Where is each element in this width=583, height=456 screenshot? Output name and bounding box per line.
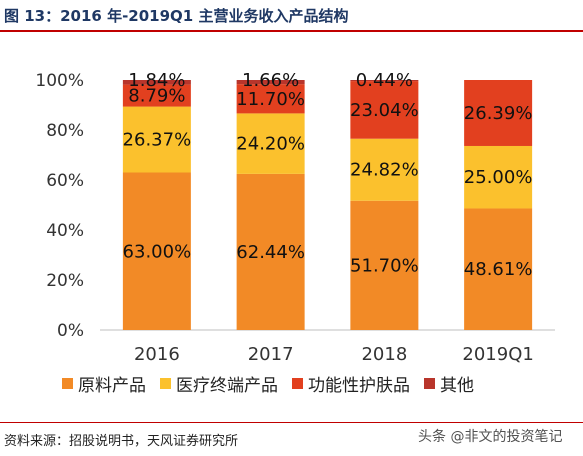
bar-segment-3-1 — [464, 145, 533, 209]
data-label: 8.79% — [128, 86, 185, 107]
bar-segment-2-1 — [350, 138, 419, 201]
legend-item: 功能性护肤品 — [292, 371, 410, 396]
y-tick-label: 100% — [35, 71, 84, 91]
legend-swatch — [424, 377, 435, 389]
legend-swatch — [292, 377, 303, 389]
legend-item: 其他 — [424, 371, 474, 396]
bar-segment-2-3 — [350, 80, 419, 82]
source-note: 资料来源：招股说明书，天风证券研究所 — [4, 434, 239, 449]
data-label: 1.66% — [242, 70, 299, 91]
data-label: 24.20% — [236, 134, 305, 155]
legend-item: 医疗终端产品 — [160, 371, 278, 396]
x-tick-label: 2016 — [134, 344, 180, 365]
chart-legend: 原料产品 医疗终端产品 功能性护肤品 其他 — [62, 371, 488, 396]
bar-segment-3-2 — [464, 80, 533, 146]
legend-label: 其他 — [440, 375, 474, 396]
bar-segment-0-2 — [122, 84, 191, 107]
footer-divider — [0, 422, 583, 423]
x-tick-label: 2018 — [361, 344, 407, 365]
data-label: 23.04% — [350, 100, 419, 121]
figure-title: 图 13：2016 年-2019Q1 主营业务收入产品结构 — [4, 7, 349, 25]
data-label: 48.61% — [464, 259, 533, 280]
bar-segment-1-2 — [236, 84, 305, 114]
legend-item: 原料产品 — [62, 371, 146, 396]
legend-label: 医疗终端产品 — [176, 375, 278, 396]
y-tick-label: 0% — [57, 321, 84, 341]
bar-segment-2-2 — [350, 81, 419, 139]
bar-segment-1-3 — [236, 80, 305, 85]
data-label: 1.84% — [128, 70, 185, 91]
y-tick-label: 80% — [46, 121, 84, 141]
data-label: 26.37% — [123, 130, 192, 151]
data-label: 0.44% — [356, 70, 413, 91]
data-label: 25.00% — [464, 167, 533, 188]
data-label: 11.70% — [236, 89, 305, 110]
stacked-bar-chart: 0% 20% 40% 60% 80% 100% 63.00% 26.37% 8.79%1.84%… — [35, 70, 555, 365]
bar-segment-2-0 — [350, 200, 419, 330]
legend-swatch — [160, 377, 171, 389]
legend-label: 原料产品 — [78, 375, 146, 396]
watermark: 头条 @非文的投资笔记 — [418, 429, 563, 445]
legend-label: 功能性护肤品 — [308, 375, 410, 396]
y-tick-label: 60% — [46, 171, 84, 191]
data-label: 63.00% — [123, 241, 192, 262]
figure-title-bar: 图 13：2016 年-2019Q1 主营业务收入产品结构 — [0, 0, 583, 30]
data-label: 62.44% — [236, 242, 305, 263]
bar-segment-0-0 — [122, 172, 191, 330]
data-label: 26.39% — [464, 103, 533, 124]
bar-segment-1-1 — [236, 113, 305, 174]
x-tick-label: 2017 — [248, 344, 294, 365]
title-divider — [0, 30, 583, 32]
y-tick-label: 40% — [46, 221, 84, 241]
bar-segment-0-3 — [122, 80, 191, 85]
legend-swatch — [62, 377, 73, 389]
y-tick-label: 20% — [46, 271, 84, 291]
bar-segment-1-0 — [236, 173, 305, 330]
data-label: 24.82% — [350, 160, 419, 181]
bar-segment-0-1 — [122, 106, 191, 173]
x-tick-label: 2019Q1 — [462, 344, 533, 365]
bar-segment-3-0 — [464, 208, 533, 330]
data-label: 51.70% — [350, 255, 419, 276]
